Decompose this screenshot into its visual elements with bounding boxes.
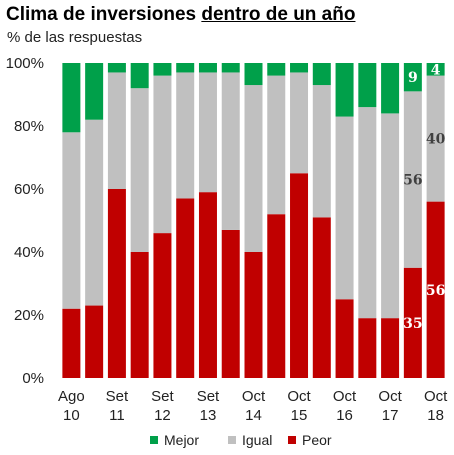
- x-tick-label-day: 15: [291, 407, 308, 424]
- x-tick-label-month: Set: [106, 388, 129, 405]
- bar-igual-4: [153, 75, 172, 234]
- data-label: 4: [431, 62, 441, 78]
- x-tick-label-month: Set: [197, 388, 220, 405]
- x-tick-label-day: 12: [154, 407, 171, 424]
- bar-igual-0: [62, 132, 81, 309]
- bar-mejor-10: [290, 63, 309, 73]
- bar-peor-0: [62, 308, 81, 378]
- x-tick-label-month: Oct: [378, 388, 402, 405]
- chart-title: Clima de inversiones dentro de un año: [6, 4, 355, 26]
- x-tick-label-day: 11: [109, 407, 125, 424]
- bar-mejor-8: [244, 63, 263, 86]
- title-underlined-text: dentro de un año: [201, 4, 356, 25]
- x-tick-label-day: 10: [63, 407, 80, 424]
- y-tick-label: 60%: [14, 181, 44, 198]
- bar-igual-9: [267, 75, 286, 215]
- bar-igual-13: [358, 107, 377, 319]
- x-tick-label-day: 14: [245, 407, 262, 424]
- bar-mejor-5: [176, 63, 195, 73]
- x-tick-label-month: Oct: [287, 388, 311, 405]
- chart-subtitle: % de las respuestas: [7, 29, 143, 46]
- y-axis: 0% 20% 40% 60% 80% 100%: [6, 55, 44, 387]
- bar-mejor-6: [198, 63, 217, 73]
- bar-mejor-7: [221, 63, 240, 73]
- bar-igual-3: [130, 88, 149, 252]
- bar-peor-2: [107, 189, 126, 378]
- x-tick-label-month: Ago: [58, 388, 85, 405]
- y-tick-label: 20%: [14, 307, 44, 324]
- bar-peor-3: [130, 252, 149, 378]
- y-tick-label: 80%: [14, 118, 44, 135]
- x-tick-label-month: Oct: [333, 388, 357, 405]
- bar-igual-7: [221, 72, 240, 230]
- data-label: 56: [426, 283, 445, 299]
- bar-igual-1: [85, 119, 104, 306]
- bar-igual-14: [381, 113, 400, 319]
- legend-label-mejor: Mejor: [164, 432, 199, 448]
- y-tick-label: 100%: [6, 55, 44, 72]
- bar-mejor-0: [62, 63, 81, 133]
- legend-label-igual: Igual: [242, 432, 272, 448]
- bar-mejor-16: [426, 63, 445, 76]
- x-tick-label-month: Oct: [242, 388, 266, 405]
- x-tick-label-month: Oct: [424, 388, 448, 405]
- legend-swatch-mejor: [150, 436, 158, 444]
- bar-mejor-12: [335, 63, 354, 117]
- x-axis: Ago 10 Set 11 Set 12 Set 13 Oct 14 Oct 15 Oct 16 Oct 17…: [58, 388, 448, 424]
- bar-igual-12: [335, 116, 354, 300]
- x-tick-label-month: Set: [151, 388, 174, 405]
- legend-swatch-peor: [288, 436, 296, 444]
- bar-peor-11: [312, 217, 331, 378]
- bar-mejor-1: [85, 63, 104, 120]
- x-tick-label-day: 18: [427, 407, 444, 424]
- bar-igual-16: [426, 75, 445, 202]
- bar-peor-4: [153, 233, 172, 378]
- bar-mejor-2: [107, 63, 126, 73]
- x-tick-label-day: 13: [200, 407, 217, 424]
- legend-label-peor: Peor: [302, 432, 332, 448]
- bar-peor-10: [290, 173, 309, 378]
- bar-peor-1: [85, 305, 104, 378]
- bar-peor-15: [403, 267, 422, 378]
- bar-mejor-11: [312, 63, 331, 86]
- bar-peor-13: [358, 318, 377, 378]
- bar-mejor-13: [358, 63, 377, 108]
- bar-group: [62, 63, 445, 378]
- bar-igual-8: [244, 85, 263, 252]
- bar-peor-14: [381, 318, 400, 378]
- title-text: Clima de inversiones: [6, 4, 202, 25]
- bar-mejor-14: [381, 63, 400, 114]
- data-label: 35: [403, 316, 422, 332]
- bar-mejor-4: [153, 63, 172, 76]
- bar-mejor-15: [403, 63, 422, 92]
- bar-igual-5: [176, 72, 195, 199]
- bar-peor-7: [221, 229, 240, 378]
- bar-peor-12: [335, 299, 354, 378]
- data-label: 40: [426, 132, 446, 148]
- x-tick-label-day: 17: [382, 407, 399, 424]
- bar-igual-11: [312, 85, 331, 218]
- legend: Mejor Igual Peor: [150, 432, 332, 448]
- bar-peor-6: [198, 192, 217, 378]
- y-tick-label: 0%: [22, 370, 44, 387]
- bar-peor-5: [176, 198, 195, 378]
- bar-mejor-3: [130, 63, 149, 89]
- bar-peor-9: [267, 214, 286, 378]
- data-label: 9: [408, 70, 418, 86]
- bar-peor-8: [244, 252, 263, 378]
- bar-mejor-9: [267, 63, 286, 76]
- x-tick-label-day: 16: [336, 407, 353, 424]
- data-labels: 35 56 9 56 40 4: [403, 62, 446, 332]
- data-label: 56: [403, 173, 422, 189]
- y-tick-label: 40%: [14, 244, 44, 261]
- bar-igual-10: [290, 72, 309, 174]
- bar-igual-2: [107, 72, 126, 189]
- bar-igual-6: [198, 72, 217, 193]
- legend-swatch-igual: [228, 436, 236, 444]
- bar-peor-16: [426, 201, 445, 378]
- bar-igual-15: [403, 91, 422, 268]
